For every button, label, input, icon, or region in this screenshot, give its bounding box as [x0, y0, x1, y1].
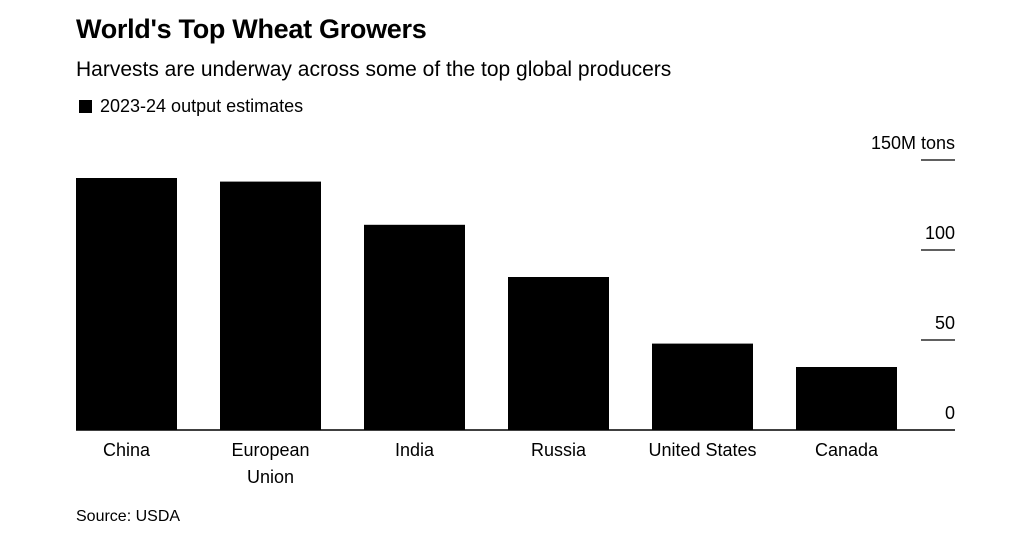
chart-title: World's Top Wheat Growers	[76, 14, 427, 44]
bar-united-states	[652, 343, 753, 430]
category-label: Canada	[815, 440, 879, 460]
x-axis: China European Union India Russia United Stat…	[103, 440, 879, 487]
source-note: Source: USDA	[76, 508, 181, 525]
y-tick-label: 150M tons	[871, 133, 955, 153]
category-label: China	[103, 440, 151, 460]
category-label: India	[395, 440, 435, 460]
y-tick-label: 100	[925, 223, 955, 243]
legend-swatch	[79, 100, 92, 113]
bar-russia	[508, 277, 609, 430]
category-label: Russia	[531, 440, 587, 460]
bars-group	[76, 178, 897, 430]
legend-label: 2023-24 output estimates	[100, 96, 304, 116]
chart-subtitle: Harvests are underway across some of the…	[76, 58, 672, 81]
category-label: European Union	[231, 440, 309, 487]
bar-canada	[796, 367, 897, 430]
legend: 2023-24 output estimates	[76, 96, 303, 117]
y-tick-label: 50	[935, 313, 955, 333]
bar-european-union	[220, 181, 321, 430]
y-axis: 150M tons 100 50 0	[871, 133, 955, 423]
bar-india	[364, 224, 465, 430]
bar-china	[76, 178, 177, 430]
y-tick-label: 0	[945, 403, 955, 423]
category-label: United States	[648, 440, 756, 460]
